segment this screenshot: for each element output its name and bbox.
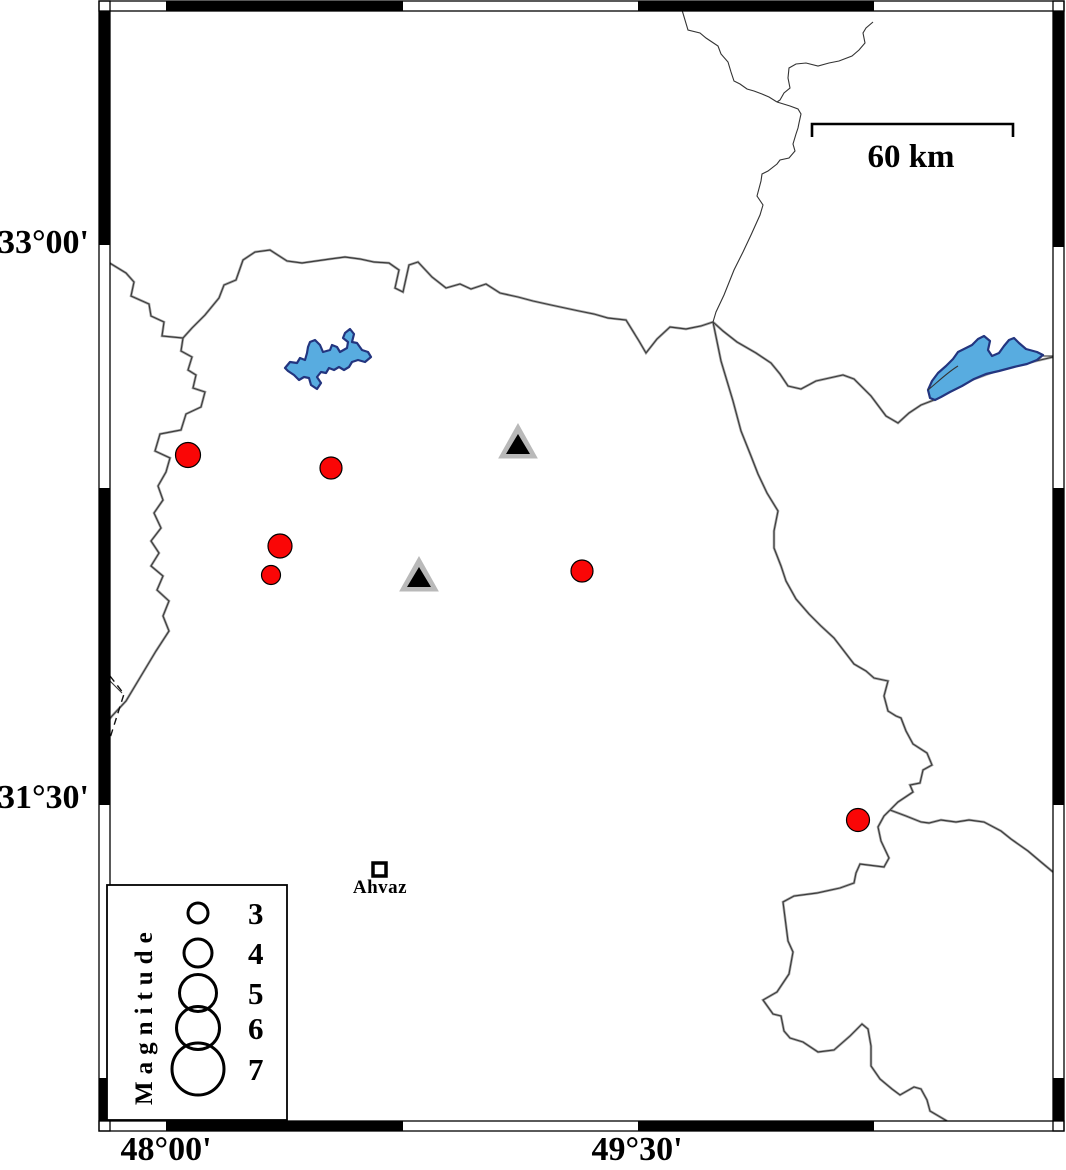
legend-magnitude-circle: [178, 973, 218, 1013]
lake-east: [926, 334, 1045, 402]
earthquake-marker[interactable]: [267, 533, 293, 559]
legend-title: Magnitude: [131, 925, 158, 1105]
earthquake-marker[interactable]: [260, 564, 282, 586]
lon-label-49-30: 49°30': [591, 1131, 683, 1168]
legend-magnitude-value: 6: [248, 1011, 264, 1046]
legend-magnitude-value: 3: [248, 896, 264, 931]
earthquakes-layer: [174, 441, 871, 833]
earthquake-marker[interactable]: [319, 456, 343, 480]
lat-label-33: 33°00': [0, 224, 89, 261]
earthquake-marker[interactable]: [845, 807, 871, 833]
lake-west: [283, 327, 373, 391]
station-marker[interactable]: [399, 555, 439, 592]
legend-magnitude-value: 5: [248, 976, 264, 1011]
earthquake-marker[interactable]: [174, 441, 202, 469]
legend-magnitude-circle: [175, 1005, 221, 1051]
legend-circles-layer: 3 4 56 7: [170, 896, 264, 1097]
map-frame: [98, 0, 1065, 1132]
boundary-lines-layer: [110, 11, 1053, 1121]
lat-label-31-30: 31°30': [0, 779, 89, 816]
city-label: Ahvaz: [352, 877, 408, 898]
scale-bar: [810, 122, 1015, 137]
dashed-boundary: [110, 675, 125, 739]
magnitude-legend: Magnitude 3 4 56 7: [106, 884, 288, 1121]
stations-layer: [399, 422, 538, 592]
station-marker[interactable]: [498, 422, 538, 459]
scale-bar-label: 60 km: [867, 139, 955, 175]
earthquake-marker[interactable]: [570, 559, 594, 583]
legend-magnitude-value: 4: [248, 936, 264, 971]
city-marker[interactable]: [371, 861, 388, 878]
legend-magnitude-circle: [182, 937, 214, 969]
legend-magnitude-circle: [186, 901, 210, 925]
legend-magnitude-value: 7: [248, 1052, 264, 1087]
lon-label-48: 48°00': [120, 1131, 212, 1168]
legend-magnitude-circle: [170, 1041, 226, 1097]
